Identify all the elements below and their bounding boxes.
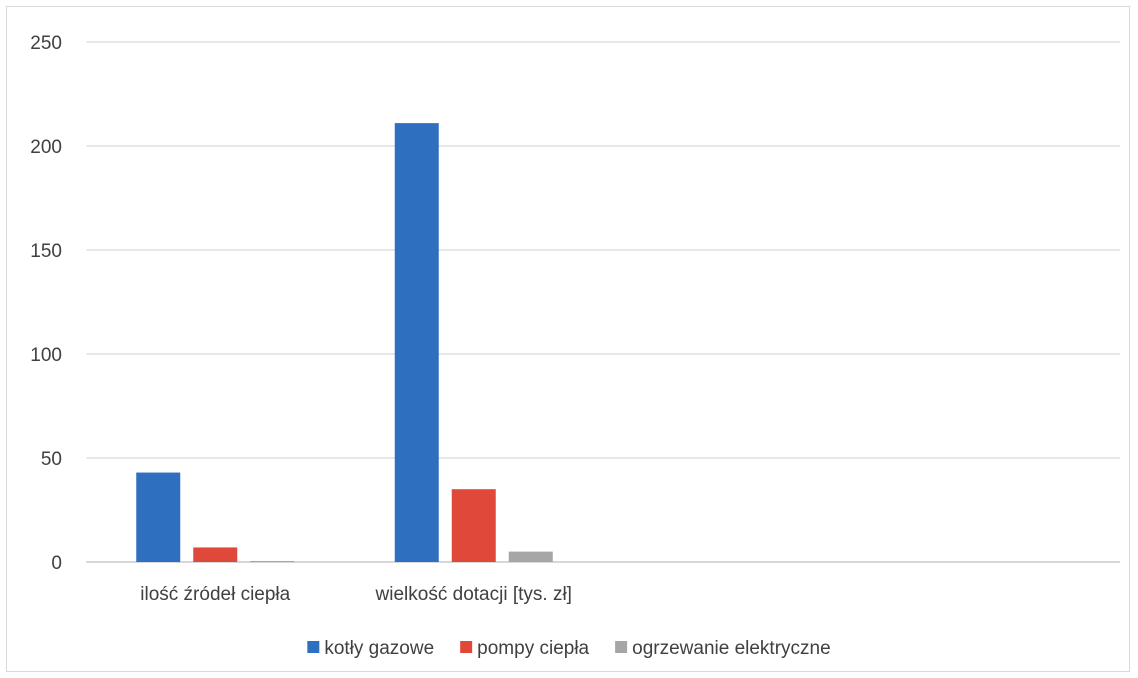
legend-label: kotły gazowe xyxy=(324,638,434,659)
x-axis-categories: ilość źródeł ciepła wielkość dotacji [tys… xyxy=(140,584,572,605)
bar-pompy-ciepła xyxy=(451,489,496,562)
bar-ogrzewanie-elektryczne xyxy=(250,560,295,562)
x-category-label: wielkość dotacji [tys. zł] xyxy=(375,584,572,605)
legend-label: pompy ciepła xyxy=(477,638,589,659)
legend-swatch-ogrzewanie-elektryczne xyxy=(615,641,628,653)
y-tick-label: 200 xyxy=(30,137,62,158)
legend-swatch-kotły-gazowe xyxy=(307,641,320,653)
y-tick-label: 0 xyxy=(51,553,62,574)
legend: kotły gazowe pompy ciepła ogrzewanie elekt… xyxy=(307,638,831,659)
legend-swatch-pompy-ciepła xyxy=(460,641,473,653)
y-tick-label: 50 xyxy=(41,449,62,470)
y-axis-ticks: 0 50 100 150 200 250 xyxy=(30,33,62,574)
y-tick-label: 100 xyxy=(30,345,62,366)
bar-pompy-ciepła xyxy=(193,547,238,562)
y-tick-label: 250 xyxy=(30,33,62,54)
bar-ogrzewanie-elektryczne xyxy=(508,551,553,562)
legend-label: ogrzewanie elektryczne xyxy=(632,638,831,659)
bar-kotły-gazowe xyxy=(136,472,181,562)
bar-kotły-gazowe xyxy=(394,123,439,563)
chart-frame xyxy=(6,6,1130,672)
y-tick-label: 150 xyxy=(30,241,62,262)
x-category-label: ilość źródeł ciepła xyxy=(140,584,290,605)
bars xyxy=(136,123,553,563)
gridlines xyxy=(86,41,1120,563)
